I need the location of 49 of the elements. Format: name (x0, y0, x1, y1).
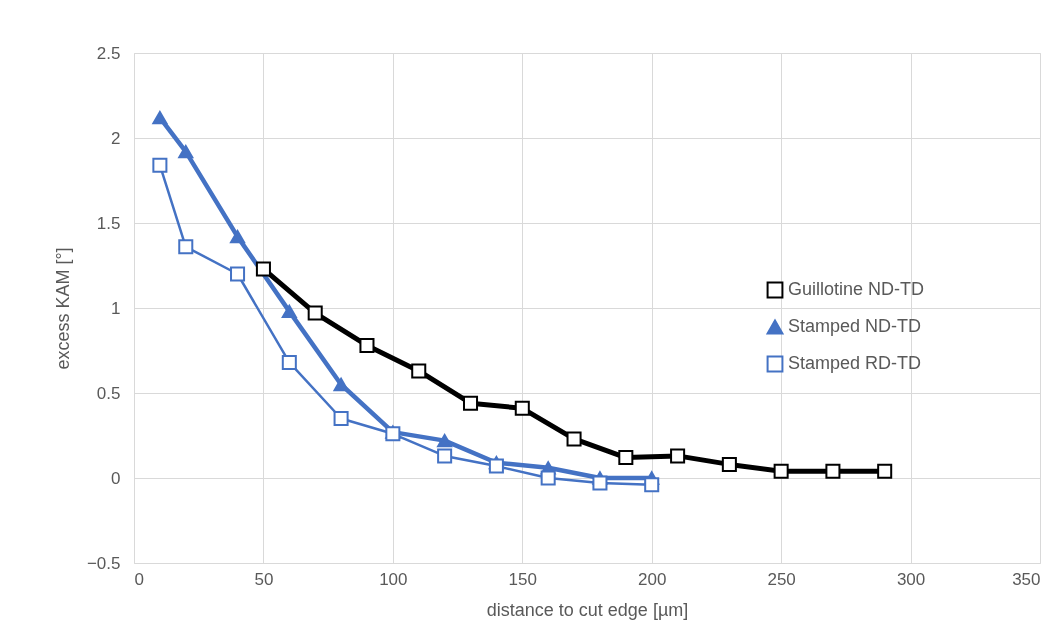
x-tick-label: 150 (508, 569, 537, 589)
y-axis-title: excess KAM [°] (52, 247, 73, 370)
point (255, 261, 271, 277)
y-tick-label: 2 (111, 128, 121, 148)
point (281, 354, 297, 370)
point (230, 229, 246, 244)
legend-label: Guillotine ND-TD (788, 279, 925, 299)
point (333, 377, 349, 392)
x-axis-title: distance to cut edge [µm] (486, 599, 689, 620)
y-tick-label: −0.5 (86, 553, 121, 573)
point (670, 448, 686, 464)
point (644, 477, 660, 493)
legend-label: Stamped RD-TD (788, 353, 922, 373)
x-tick-label: 300 (896, 569, 926, 589)
point (618, 450, 634, 466)
point (437, 433, 453, 448)
point (488, 458, 504, 474)
point (437, 448, 453, 464)
point (540, 470, 556, 486)
point (592, 475, 608, 491)
point (281, 304, 297, 319)
point (178, 239, 194, 255)
x-tick-label: 100 (379, 569, 408, 589)
y-tick-label: 1.5 (96, 213, 121, 233)
point (773, 463, 789, 479)
point (230, 266, 246, 282)
x-tick-label: 250 (767, 569, 796, 589)
point (825, 463, 841, 479)
point (359, 337, 375, 353)
x-tick-label: 50 (254, 569, 274, 589)
point (152, 157, 168, 173)
y-tick-label: 0.5 (96, 383, 121, 403)
x-tick-label: 350 (1012, 569, 1041, 589)
point (152, 110, 168, 125)
y-tick-label: 2.5 (96, 43, 121, 63)
point (333, 410, 349, 427)
point (721, 456, 737, 472)
y-tick-label: 1 (111, 298, 121, 318)
point (178, 144, 194, 159)
x-tick-label: 0 (134, 569, 144, 589)
point (877, 463, 893, 479)
y-tick-label: 0 (111, 468, 121, 488)
point (307, 305, 323, 321)
x-tick-label: 200 (638, 569, 667, 589)
point (514, 400, 530, 416)
point (566, 431, 582, 447)
point (463, 395, 479, 411)
point (411, 363, 427, 379)
legend-label: Stamped ND-TD (788, 316, 922, 336)
